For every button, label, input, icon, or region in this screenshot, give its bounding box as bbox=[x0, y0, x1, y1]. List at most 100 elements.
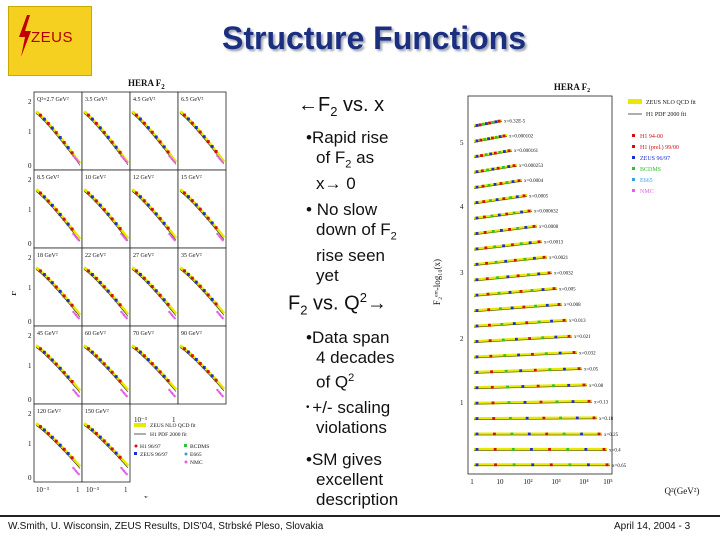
data-point bbox=[505, 181, 509, 184]
data-point bbox=[220, 393, 223, 396]
data-point bbox=[488, 323, 491, 327]
data-point bbox=[118, 227, 122, 231]
data-point bbox=[94, 354, 98, 358]
data-point bbox=[206, 216, 210, 220]
h1-fit-curve bbox=[473, 242, 543, 251]
data-point bbox=[491, 230, 495, 233]
data-point bbox=[562, 432, 566, 436]
data-point bbox=[541, 288, 545, 291]
data-point bbox=[122, 469, 126, 473]
data-point bbox=[496, 166, 500, 170]
data-point bbox=[138, 350, 142, 354]
data-point bbox=[216, 388, 219, 392]
data-point bbox=[506, 385, 509, 389]
y-tick-label: 1 bbox=[28, 128, 32, 136]
data-point bbox=[521, 385, 525, 388]
legend-entry: ZEUS NLO QCD fit bbox=[150, 422, 196, 429]
zeus-fit-band bbox=[473, 133, 508, 143]
data-point bbox=[150, 362, 154, 366]
data-point bbox=[106, 443, 110, 447]
data-point bbox=[475, 216, 479, 220]
data-point bbox=[480, 169, 484, 173]
legend-entry: H1 PDF 2000 fit bbox=[646, 111, 687, 118]
data-point bbox=[162, 374, 166, 378]
data-point bbox=[502, 197, 506, 201]
data-point bbox=[567, 334, 571, 338]
data-point bbox=[221, 239, 224, 242]
data-point bbox=[76, 393, 79, 396]
x-bin-label: x=0.005 bbox=[559, 287, 576, 292]
x-tick-label: 1 bbox=[470, 478, 474, 486]
data-point bbox=[475, 309, 479, 312]
data-point bbox=[513, 258, 517, 262]
data-point bbox=[592, 416, 596, 420]
data-point bbox=[510, 306, 514, 310]
data-point bbox=[124, 393, 127, 396]
data-point bbox=[190, 276, 194, 280]
data-point bbox=[58, 366, 62, 370]
legend-swatch bbox=[184, 452, 188, 456]
data-point bbox=[46, 432, 50, 436]
logo-text: ZEUS bbox=[31, 29, 74, 46]
data-point bbox=[54, 439, 58, 443]
data-point bbox=[122, 157, 126, 161]
data-point bbox=[547, 271, 551, 275]
data-point bbox=[502, 166, 505, 169]
data-point bbox=[527, 432, 531, 436]
data-point bbox=[134, 347, 138, 351]
x-bin-label: x=0.000632 bbox=[534, 210, 559, 215]
data-point bbox=[559, 416, 562, 420]
data-point bbox=[502, 244, 505, 248]
data-point bbox=[202, 135, 206, 139]
heading-f2-vs-q2: F2 vs. Q2→ bbox=[288, 290, 387, 318]
data-point bbox=[475, 401, 479, 405]
legend-swatch bbox=[632, 134, 635, 137]
data-point bbox=[475, 355, 479, 359]
data-point bbox=[580, 432, 583, 436]
legend-entry: E665 bbox=[190, 452, 202, 458]
data-point bbox=[90, 195, 94, 199]
data-point bbox=[517, 179, 521, 183]
data-point bbox=[86, 425, 90, 429]
data-point bbox=[138, 117, 142, 121]
data-point bbox=[491, 136, 494, 140]
x-bin-label: x=0.25 bbox=[604, 433, 619, 438]
data-point bbox=[154, 366, 158, 370]
data-point bbox=[512, 164, 516, 168]
data-point bbox=[498, 135, 502, 139]
data-point bbox=[509, 196, 512, 200]
data-point bbox=[498, 150, 502, 154]
data-point bbox=[173, 239, 176, 242]
data-point bbox=[541, 336, 545, 340]
data-point bbox=[545, 303, 549, 307]
data-point bbox=[170, 157, 174, 161]
data-point bbox=[504, 369, 508, 373]
data-point bbox=[194, 126, 198, 130]
data-point bbox=[70, 456, 74, 460]
data-point bbox=[74, 391, 78, 395]
data-point bbox=[545, 432, 549, 436]
q2-panel-label: 3.5 GeV² bbox=[85, 97, 107, 103]
x-tick-label: 1 bbox=[124, 486, 128, 494]
data-point bbox=[46, 277, 50, 281]
right-figure-xlabel: Q²(GeV²) bbox=[665, 486, 700, 496]
data-point bbox=[122, 313, 126, 317]
q2-panel-label: 12 GeV² bbox=[133, 175, 154, 181]
data-point bbox=[517, 353, 520, 357]
bullet-dot: • bbox=[306, 128, 312, 147]
data-point bbox=[125, 317, 128, 320]
data-point bbox=[42, 273, 46, 277]
data-point bbox=[72, 466, 75, 470]
data-point bbox=[172, 393, 175, 396]
data-point bbox=[524, 225, 528, 229]
data-point bbox=[118, 303, 122, 307]
x-bin-label: x=0.0005 bbox=[529, 194, 549, 199]
data-point bbox=[544, 352, 548, 356]
data-point bbox=[194, 357, 198, 361]
data-point bbox=[501, 338, 505, 342]
data-point bbox=[218, 235, 222, 239]
data-point bbox=[120, 310, 123, 314]
data-point bbox=[525, 416, 529, 420]
x-bin-label: x=6.32E-5 bbox=[504, 120, 526, 125]
lightning-bolt-icon bbox=[19, 15, 31, 57]
